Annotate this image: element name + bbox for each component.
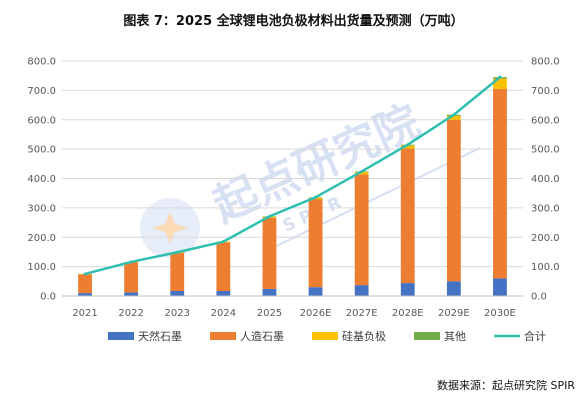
x-tick-label: 2030E [484, 308, 516, 319]
bar-series [78, 77, 507, 296]
y-tick-label-right: 800.0 [531, 57, 560, 68]
x-tick-label: 2026E [300, 308, 332, 319]
x-tick-label: 2023 [165, 308, 190, 319]
total-line-path [84, 76, 501, 276]
total-point-2023 [175, 250, 179, 254]
total-point-2027E [360, 169, 364, 173]
legend: 天然石墨 人造石墨 硅基负极 其他 合计 [108, 329, 546, 343]
x-tick-label: 2025 [257, 308, 282, 319]
total-point-2029E [452, 113, 456, 117]
bar-1-2030E [493, 88, 507, 279]
bar-0-2027E [354, 285, 369, 296]
x-axis: 2021 2022 2023 2024 2025 2026E 2027E 2028E 2029E… [62, 295, 523, 319]
x-tick-label: 2027E [346, 308, 378, 319]
y-tick-label-right: 700.0 [531, 86, 560, 97]
bar-1-2028E [400, 148, 415, 284]
total-line [83, 75, 502, 276]
bar-1-2023 [170, 252, 185, 292]
y-tick-label-right: 100.0 [531, 262, 560, 273]
y-tick-label-right: 300.0 [531, 203, 560, 214]
legend-label: 天然石墨 [138, 329, 182, 343]
total-point-2024 [221, 240, 225, 244]
total-point-2021 [83, 272, 87, 276]
y-tick-label-left: 400.0 [27, 174, 56, 185]
bar-1-2025 [262, 217, 277, 289]
y-tick-label-left: 300.0 [27, 203, 56, 214]
bar-1-2026E [308, 199, 323, 288]
total-point-2022 [129, 260, 133, 264]
y-tick-label-right: 600.0 [531, 115, 560, 126]
bar-1-2021 [78, 274, 92, 294]
bar-0-2030E [493, 278, 507, 296]
watermark-underline [267, 147, 481, 251]
watermark-star-icon [152, 212, 188, 244]
bar-2-2028E [400, 145, 415, 149]
chart-title: 图表 7：2025 全球锂电池负极材料出货量及预测（万吨） [123, 14, 464, 29]
legend-swatch-1 [210, 332, 236, 340]
bar-0-2024 [216, 291, 231, 296]
bar-0-2026E [308, 287, 323, 296]
bar-0-2025 [262, 288, 277, 296]
total-point-2025 [267, 214, 271, 218]
legend-swatch-3 [414, 332, 440, 340]
y-tick-label-right: 200.0 [531, 233, 560, 244]
y-tick-label-left: 800.0 [27, 57, 56, 68]
bar-1-2027E [354, 174, 369, 286]
total-point-2026E [314, 195, 318, 199]
bar-2-2030E [493, 78, 507, 89]
bar-0-2028E [400, 283, 415, 296]
y-tick-label-right: 0.0 [531, 292, 547, 303]
y-tick-label-left: 100.0 [27, 262, 56, 273]
bar-0-2023 [170, 291, 185, 296]
total-point-2028E [406, 143, 410, 147]
x-tick-label: 2028E [392, 308, 424, 319]
y-tick-label-left: 600.0 [27, 115, 56, 126]
legend-swatch-2 [312, 332, 338, 340]
legend-label: 其他 [444, 330, 466, 343]
legend-label: 合计 [524, 329, 546, 343]
bar-2-2029E [446, 115, 461, 120]
y-axis-right: 0.0 100.0 200.0 300.0 400.0 500.0 600.0 700.0 80… [531, 57, 560, 303]
bar-1-2029E [446, 119, 461, 282]
legend-label: 人造石墨 [240, 329, 284, 343]
y-tick-label-left: 0.0 [40, 292, 56, 303]
x-tick-label: 2024 [211, 308, 236, 319]
y-tick-label-left: 200.0 [27, 233, 56, 244]
bar-1-2024 [216, 242, 231, 292]
y-tick-label-right: 400.0 [531, 174, 560, 185]
x-tick-label: 2029E [438, 308, 470, 319]
legend-label: 硅基负极 [342, 329, 386, 343]
x-tick-label: 2022 [118, 308, 143, 319]
legend-swatch-0 [108, 332, 134, 340]
bar-2-2027E [354, 172, 369, 175]
bar-0-2029E [446, 281, 461, 296]
source-note: 数据来源：起点研究院 SPIR [437, 379, 575, 392]
total-point-2030E [498, 75, 502, 79]
y-axis-left: 0.0 100.0 200.0 300.0 400.0 500.0 600.0 700.0 80… [27, 57, 56, 303]
y-tick-label-left: 500.0 [27, 145, 56, 156]
bar-0-2022 [124, 292, 139, 296]
x-tick-label: 2021 [72, 308, 97, 319]
y-tick-label-left: 700.0 [27, 86, 56, 97]
bar-1-2022 [124, 262, 139, 293]
bar-0-2021 [78, 293, 92, 296]
y-tick-label-right: 500.0 [531, 145, 560, 156]
